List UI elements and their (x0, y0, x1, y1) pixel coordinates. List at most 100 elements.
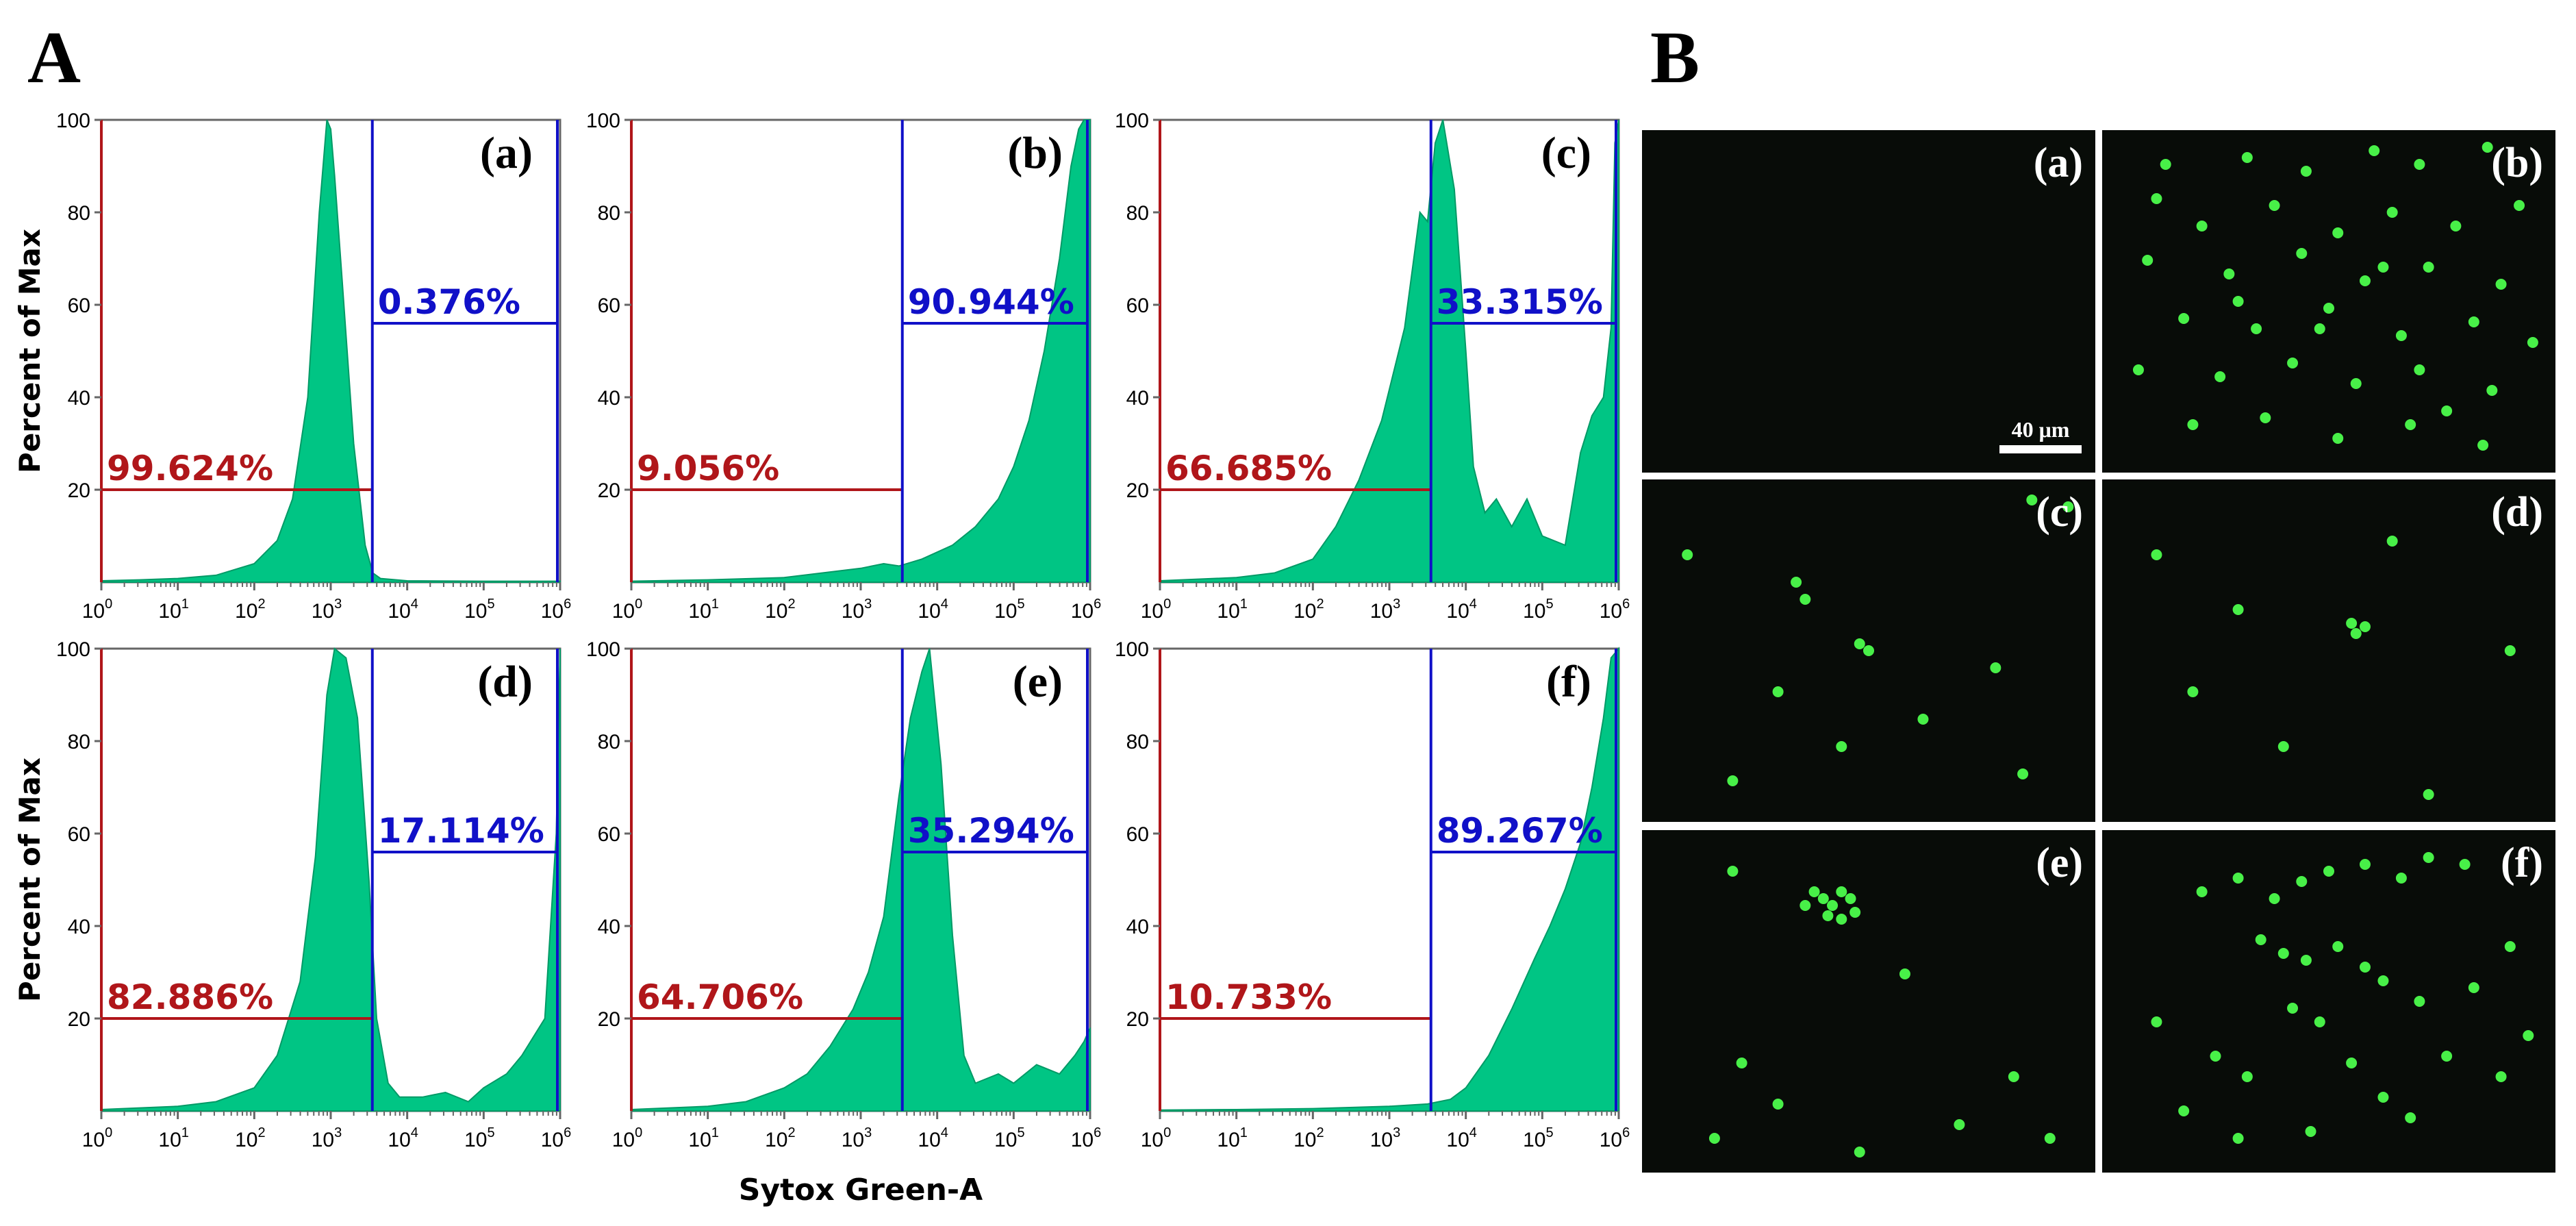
x-tick-label: 103 (842, 1125, 872, 1151)
x-tick-label: 105 (1523, 597, 1554, 623)
micrograph-panel: (a) 40 μm (1642, 130, 2095, 473)
fluorescent-cell (2468, 982, 2479, 993)
fluorescent-cell (2504, 941, 2516, 952)
fluorescent-cell (2178, 1105, 2190, 1116)
x-tick-label: 103 (842, 597, 872, 623)
micrograph-label: (d) (2491, 489, 2543, 536)
fluorescent-cell (2232, 873, 2244, 884)
micrograph-grid: (a) 40 μm (b) (c) (d) (e) (f) (1642, 130, 2555, 1173)
histogram-panel: 82.886% 17.114% (d) 20 40 60 80 100 100 101 102 103… (13, 638, 571, 1151)
y-tick-label: 100 (586, 110, 620, 132)
histogram-area (1159, 647, 1619, 1112)
fluorescent-cell (1854, 638, 1865, 649)
panel-label: (b) (1007, 128, 1063, 178)
fluorescent-cell (2423, 852, 2434, 863)
x-axis-title: Sytox Green-A (739, 1173, 983, 1208)
fluorescent-cell (2287, 358, 2299, 368)
y-tick-label: 20 (68, 479, 90, 502)
fluorescent-cell (2332, 227, 2344, 238)
fluorescent-cell (2044, 1133, 2056, 1144)
fluorescent-cell (2269, 893, 2280, 904)
fluorescent-cell (1808, 886, 1820, 897)
y-axis-title: Percent of Max (13, 229, 47, 473)
fluorescent-cell (2450, 221, 2462, 232)
x-tick-label: 103 (1370, 597, 1401, 623)
histogram-panel: 64.706% 35.294% (e) 20 40 60 80 100 100 101 102 103… (586, 638, 1101, 1208)
fluorescent-cell (2314, 1016, 2325, 1027)
fluorescent-cell (2414, 364, 2425, 375)
x-tick-label: 104 (1446, 1125, 1477, 1151)
panel-b-label: B (1650, 17, 1700, 99)
histogram-panel: 66.685% 33.315% (c) 20 40 60 80 100 100 101 102 103… (1115, 110, 1630, 679)
fluorescent-cell (2346, 618, 2358, 629)
left-gate-label: 9.056% (637, 449, 779, 488)
x-tick-label: 100 (612, 597, 643, 623)
histogram-area (631, 119, 1091, 583)
y-tick-label: 100 (56, 638, 90, 661)
x-tick-label: 100 (1141, 1125, 1172, 1151)
fluorescent-cell (1727, 866, 1739, 877)
fluorescent-cell (2332, 433, 2344, 444)
fluorescent-cell (1849, 907, 1861, 918)
y-tick-label: 100 (1115, 110, 1149, 132)
fluorescent-cell (2377, 1092, 2389, 1103)
fluorescent-cell (2332, 941, 2344, 952)
x-tick-label: 105 (464, 597, 495, 623)
panel-label: (c) (1541, 128, 1591, 178)
histogram-panel: 9.056% 90.944% (b) 20 40 60 80 100 100 101 102 103 1… (586, 110, 1101, 623)
histogram-panel: 99.624% 0.376% (a) 20 40 60 80 100 100 101 102 103 1… (13, 110, 571, 679)
y-tick-label: 40 (1126, 916, 1149, 938)
y-tick-label: 80 (68, 202, 90, 225)
fluorescent-cell (2008, 1071, 2019, 1082)
x-tick-label: 101 (1217, 1125, 1248, 1151)
y-tick-label: 20 (598, 1008, 620, 1031)
x-tick-label: 105 (994, 1125, 1025, 1151)
y-tick-label: 20 (1126, 479, 1149, 502)
y-tick-label: 40 (1126, 387, 1149, 410)
fluorescent-cell (2359, 962, 2371, 973)
micrograph-background (2102, 830, 2555, 1173)
fluorescent-cell (2405, 1112, 2416, 1123)
micrograph-label: (a) (2034, 140, 2083, 186)
fluorescent-cell (2414, 996, 2425, 1007)
x-tick-label: 101 (158, 597, 189, 623)
x-tick-label: 106 (1600, 597, 1630, 623)
fluorescent-cell (2196, 221, 2208, 232)
panel-label: (d) (477, 657, 533, 707)
micrograph-background (1642, 830, 2095, 1173)
micrograph-panel: (c) (1642, 479, 2095, 822)
fluorescent-cell (1990, 662, 2002, 673)
fluorescent-cell (1800, 900, 1811, 911)
fluorescent-cell (2369, 145, 2380, 156)
fluorescent-cell (1845, 893, 1856, 904)
fluorescent-cell (2300, 166, 2312, 177)
fluorescent-cell (2178, 313, 2190, 324)
x-tick-label: 102 (235, 1125, 266, 1151)
x-tick-label: 100 (82, 1125, 113, 1151)
fluorescent-cell (2062, 501, 2074, 512)
x-tick-label: 101 (688, 1125, 719, 1151)
y-tick-label: 60 (68, 295, 90, 317)
right-gate-label: 0.376% (378, 282, 520, 322)
fluorescent-cell (2296, 248, 2308, 259)
fluorescent-cell (2287, 1003, 2299, 1014)
x-tick-label: 104 (388, 597, 418, 623)
x-tick-label: 105 (994, 597, 1025, 623)
fluorescent-cell (2405, 419, 2416, 430)
y-tick-label: 80 (68, 731, 90, 753)
fluorescent-cell (2300, 955, 2312, 966)
fluorescent-cell (2187, 686, 2199, 697)
x-tick-label: 101 (688, 597, 719, 623)
fluorescent-cell (2232, 296, 2244, 307)
fluorescent-cell (2482, 142, 2493, 153)
micrograph-background (1642, 130, 2095, 473)
fluorescent-cell (2523, 1030, 2534, 1041)
x-tick-label: 106 (1071, 597, 1102, 623)
x-tick-label: 105 (464, 1125, 495, 1151)
fluorescent-cell (1708, 1133, 1720, 1144)
fluorescent-cell (2223, 268, 2235, 279)
x-tick-label: 100 (82, 597, 113, 623)
left-gate-label: 99.624% (107, 449, 273, 488)
micrograph-panel: (f) (2102, 830, 2555, 1173)
